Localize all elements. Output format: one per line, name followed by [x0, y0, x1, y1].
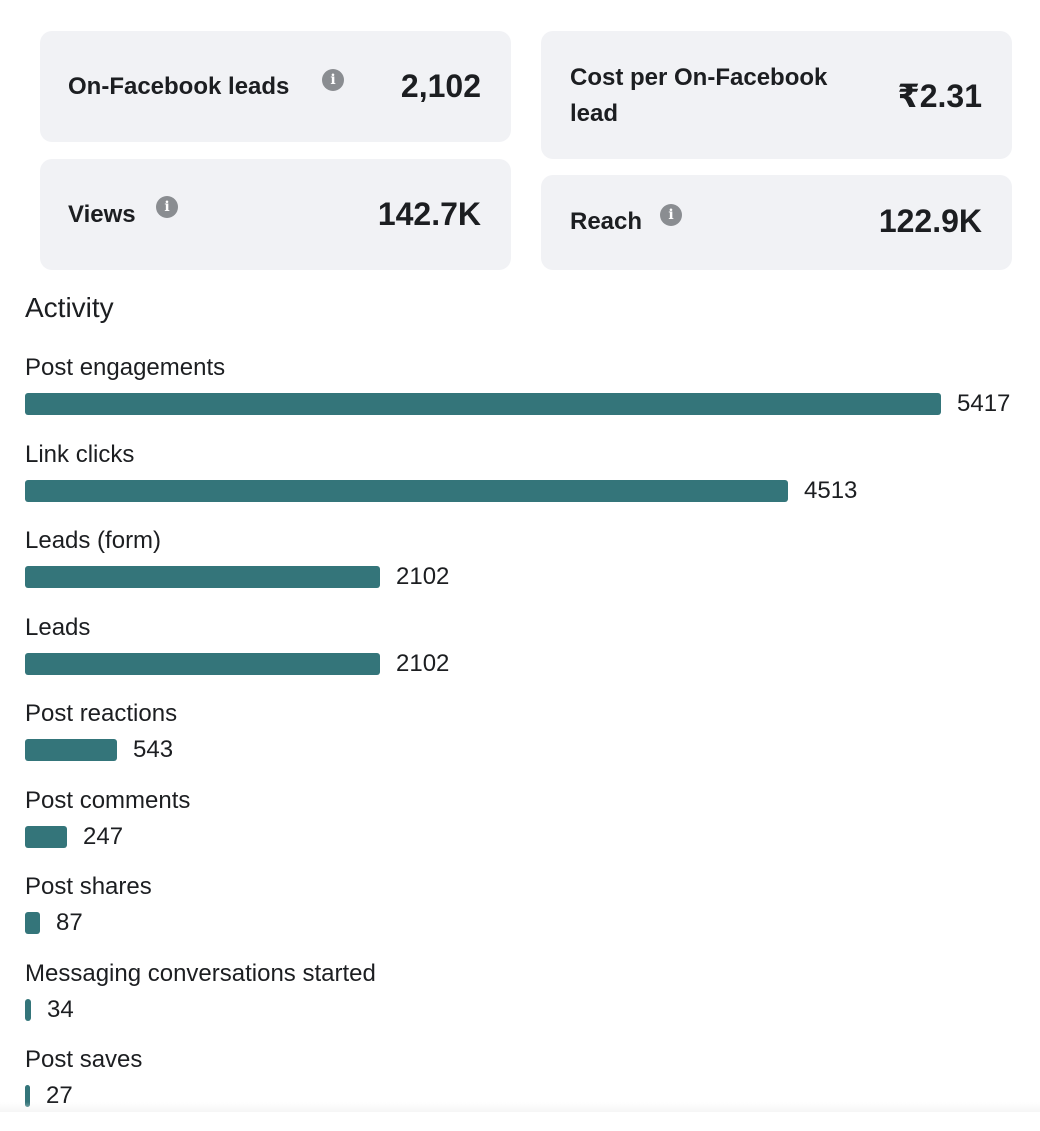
activity-bar: [25, 825, 67, 848]
activity-item: Link clicks 4513: [25, 439, 1015, 526]
activity-item: Post comments 247: [25, 785, 1015, 872]
activity-item: Leads (form) 2102: [25, 525, 1015, 612]
metric-label: Views: [68, 201, 136, 228]
activity-label: Messaging conversations started: [25, 959, 376, 987]
activity-value: 543: [133, 736, 174, 763]
activity-bar-row: 4513: [25, 476, 1015, 504]
activity-item: Post engagements 5417: [25, 352, 1015, 439]
activity-label: Post reactions: [25, 700, 178, 727]
activity-value: 2102: [396, 563, 450, 590]
info-icon[interactable]: i: [156, 196, 178, 218]
activity-list: Post engagements 5417 Link clicks 4513 Leads…: [25, 352, 1015, 1131]
info-icon[interactable]: i: [322, 69, 344, 91]
metric-label: Cost per On-Facebook lead: [570, 64, 828, 127]
metric-value: 142.7K: [377, 196, 481, 232]
activity-bar: [25, 479, 788, 502]
metric-card-cost-per-lead: Cost per On-Facebook lead ₹2.31: [541, 31, 1012, 159]
activity-label: Leads (form): [25, 527, 162, 554]
activity-bar: [25, 739, 117, 761]
activity-bar: [25, 998, 31, 1021]
activity-item: Post saves 27: [25, 1044, 1015, 1131]
activity-value: 2102: [396, 649, 450, 677]
activity-bar-row: 247: [25, 822, 1015, 850]
metric-card-reach: Reach i 122.9K: [541, 175, 1012, 270]
activity-bar: [25, 1085, 30, 1107]
activity-label: Post saves: [25, 1046, 143, 1073]
activity-item: Post reactions 543: [25, 698, 1015, 785]
metric-value: ₹2.31: [897, 78, 982, 114]
activity-bar-row: 87: [25, 909, 1015, 936]
metric-card-views: Views i 142.7K: [40, 159, 511, 270]
activity-bar: [25, 393, 941, 415]
metric-value: 122.9K: [878, 203, 982, 239]
activity-bar: [25, 566, 380, 588]
bottom-fade: [0, 1102, 1040, 1112]
activity-bar: [25, 652, 380, 675]
activity-value: 4513: [804, 476, 858, 504]
activity-bar: [25, 912, 40, 934]
activity-label: Leads: [25, 613, 91, 641]
activity-bar-row: 5417: [25, 390, 1015, 417]
activity-item: Messaging conversations started 34: [25, 958, 1015, 1045]
metric-card-on-facebook-leads: On-Facebook leads i 2,102: [40, 31, 511, 142]
activity-item: Post shares 87: [25, 871, 1015, 958]
activity-label: Link clicks: [25, 440, 135, 468]
metric-value: 2,102: [400, 68, 481, 104]
activity-bar-row: 34: [25, 995, 1015, 1023]
activity-label: Post engagements: [25, 354, 226, 381]
activity-item: Leads 2102: [25, 612, 1015, 699]
metric-label: On-Facebook leads: [68, 73, 290, 100]
activity-bar-row: 2102: [25, 563, 1015, 590]
metric-label: Reach: [570, 208, 643, 235]
activity-bar-row: 543: [25, 736, 1015, 763]
activity-value: 5417: [957, 390, 1011, 417]
activity-title: Activity: [25, 292, 114, 323]
activity-label: Post shares: [25, 873, 152, 900]
activity-label: Post comments: [25, 786, 191, 814]
activity-value: 87: [56, 909, 83, 936]
activity-bar-row: 2102: [25, 649, 1015, 677]
activity-value: 247: [83, 822, 124, 850]
info-icon[interactable]: i: [660, 204, 682, 226]
activity-value: 34: [47, 995, 74, 1023]
